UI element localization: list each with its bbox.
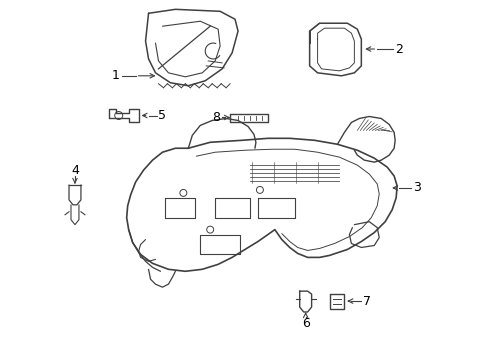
Text: 4: 4: [71, 163, 79, 176]
Text: 6: 6: [302, 318, 310, 330]
Text: 1: 1: [112, 69, 120, 82]
Text: 2: 2: [395, 42, 403, 55]
Text: 8: 8: [212, 111, 220, 124]
Text: 7: 7: [363, 294, 371, 307]
Text: 5: 5: [158, 109, 167, 122]
Text: 3: 3: [413, 181, 421, 194]
